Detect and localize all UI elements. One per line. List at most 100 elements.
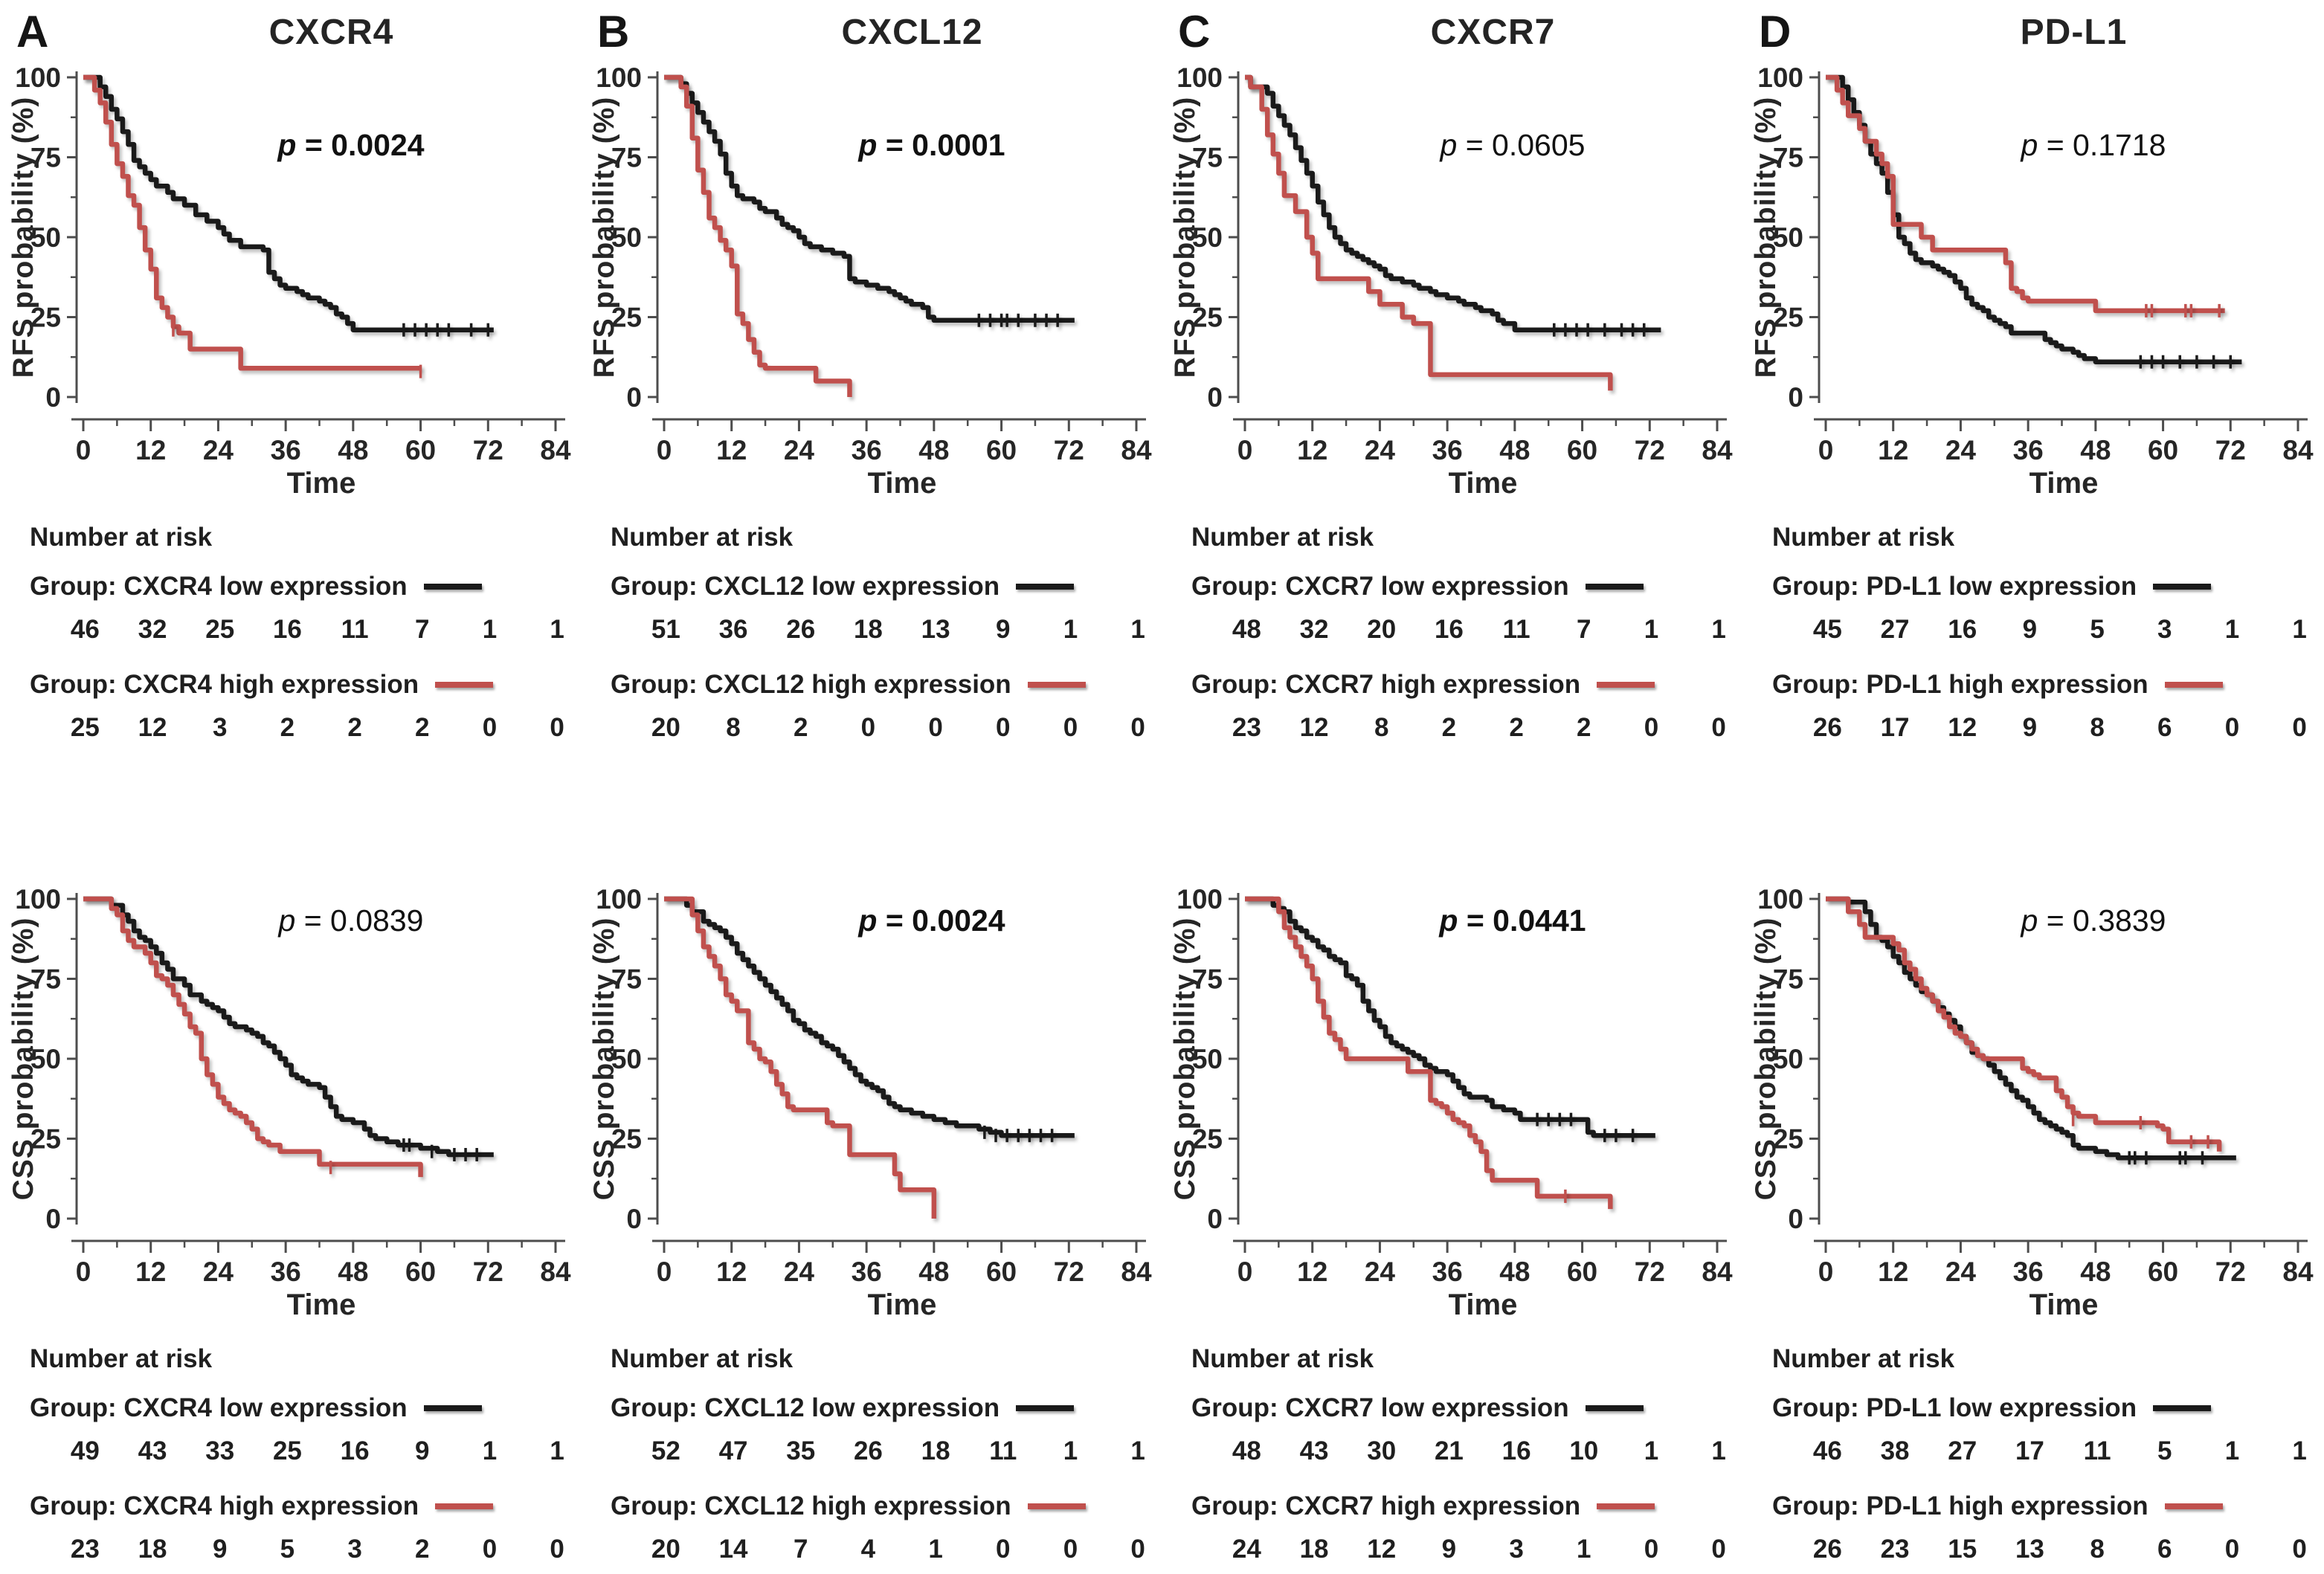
p-value-text: = 0.0024 [296,128,425,162]
svg-text:RFS probability (%): RFS probability (%) [9,97,39,378]
p-symbol: p [2021,128,2038,162]
risk-count: 1 [2224,615,2240,644]
risk-group-low: Group: CXCR7 low expression 48 43 30 21 … [1162,1386,1742,1472]
risk-count: 1 [550,1436,564,1465]
km-panel: B CXCL12 0 25 50 75 100 0 12 24 36 48 60 72 84 RFS pr… [581,0,1162,799]
risk-count: 7 [415,615,430,644]
risk-count: 25 [205,615,235,644]
risk-counts-row: 26 23 15 13 8 6 0 0 [1794,1529,2323,1570]
risk-count: 1 [1711,615,1726,644]
risk-count: 0 [550,713,564,742]
risk-count: 12 [1367,1535,1397,1564]
risk-count: 8 [2090,1535,2105,1564]
number-at-risk-heading: Number at risk [1772,1344,1955,1373]
risk-count: 12 [138,713,167,742]
risk-count: 18 [921,1436,950,1465]
p-symbol: p [1440,128,1458,162]
svg-text:100: 100 [1177,64,1223,93]
svg-text:75: 75 [1773,143,1803,173]
risk-count: 0 [2224,713,2240,742]
panel-letter: A [16,7,49,57]
svg-text:25: 25 [30,303,61,333]
svg-text:50: 50 [1773,1044,1803,1074]
risk-group-label: Group: PD-L1 low expression [1772,564,2323,609]
svg-text:60: 60 [2148,1257,2178,1287]
risk-count: 2 [415,713,430,742]
risk-count: 23 [1232,713,1261,742]
risk-count: 2 [1577,713,1591,742]
svg-text:24: 24 [1365,435,1396,465]
km-panel: C CXCR7 0 25 50 75 100 0 12 24 36 48 60 72 84 RFS pro… [1162,0,1742,799]
risk-count: 1 [550,615,564,644]
x-axis-label: Time [867,1288,937,1321]
high-expression-line-swatch [435,682,494,688]
risk-count: 18 [1299,1535,1329,1564]
risk-count: 6 [2157,1535,2172,1564]
risk-count: 8 [726,713,741,742]
risk-count: 2 [793,713,808,742]
risk-group-low: Group: CXCR4 low expression 46 32 25 16 … [0,564,581,651]
svg-text:0: 0 [1237,1257,1253,1287]
risk-count: 47 [718,1436,748,1465]
svg-text:24: 24 [784,1257,815,1287]
risk-count: 7 [1577,615,1591,644]
svg-text:25: 25 [30,1124,61,1155]
svg-text:25: 25 [1192,303,1223,333]
risk-group-low: Group: CXCL12 low expression 51 36 26 18… [581,564,1162,651]
risk-count: 21 [1434,1436,1464,1465]
risk-count: 35 [786,1436,816,1465]
km-panel: A CXCR4 0 25 50 75 100 0 12 24 36 48 60 72 84 RFS pro… [0,0,581,799]
number-at-risk-table: Number at risk Group: CXCR7 low expressi… [1162,1344,1742,1570]
risk-group-high: Group: PD-L1 high expression 26 17 12 9 … [1742,662,2323,749]
risk-count: 32 [138,615,167,644]
svg-text:72: 72 [1054,435,1084,465]
risk-count: 0 [2292,713,2307,742]
svg-text:36: 36 [2013,1257,2044,1287]
panel-letter: D [1759,7,1792,57]
svg-text:12: 12 [716,435,747,465]
svg-text:0: 0 [1207,382,1223,413]
risk-counts-row: 23 12 8 2 2 2 0 0 [1213,707,1742,749]
panel-header [581,822,1162,886]
risk-count: 43 [1299,1436,1329,1465]
risk-group-label-text: Group: CXCR4 high expression [30,670,419,699]
svg-text:24: 24 [784,435,815,465]
svg-text:84: 84 [2282,435,2314,465]
risk-counts-row: 51 36 26 18 13 9 1 1 [632,609,1162,651]
km-panel: 0 25 50 75 100 0 12 24 36 48 60 72 84 CSS probability… [0,799,581,1574]
svg-text:0: 0 [1818,435,1834,465]
svg-text:72: 72 [1635,1257,1665,1287]
risk-count: 16 [1501,1436,1531,1465]
x-axis-label: Time [2029,1288,2099,1321]
risk-group-high: Group: CXCR4 high expression 23 18 9 5 3… [0,1484,581,1570]
svg-text:50: 50 [611,1044,642,1074]
risk-count: 46 [70,615,100,644]
risk-group-label: Group: PD-L1 high expression [1772,1484,2323,1529]
risk-count: 46 [1812,1436,1842,1465]
svg-text:75: 75 [1192,964,1223,995]
svg-text:60: 60 [1567,435,1597,465]
p-symbol: p [278,903,296,938]
risk-counts-row: 46 38 27 17 11 5 1 1 [1794,1431,2323,1472]
risk-group-low: Group: PD-L1 low expression 46 38 27 17 … [1742,1386,2323,1472]
p-value-label: p = 0.0839 [187,903,515,938]
svg-text:36: 36 [852,435,882,465]
risk-group-label: Group: CXCL12 high expression [611,1484,1162,1529]
risk-count: 9 [212,1535,228,1564]
panel-letter: B [597,7,630,57]
svg-text:0: 0 [1237,435,1253,465]
p-symbol: p [277,128,297,162]
risk-counts-row: 48 32 20 16 11 7 1 1 [1213,609,1742,651]
risk-count: 20 [651,1535,680,1564]
risk-group-low: Group: PD-L1 low expression 45 27 16 9 5… [1742,564,2323,651]
svg-text:72: 72 [1635,435,1665,465]
number-at-risk-heading: Number at risk [1191,1344,1374,1373]
risk-count: 25 [272,1436,302,1465]
p-symbol: p [858,128,878,162]
svg-text:84: 84 [540,1257,571,1287]
risk-counts-row: 23 18 9 5 3 2 0 0 [51,1529,581,1570]
risk-group-label-text: Group: PD-L1 low expression [1772,572,2137,601]
km-plot: 0 25 50 75 100 0 12 24 36 48 60 72 84 CSS probability… [1171,886,1733,1287]
p-value-label: p = 0.3839 [1930,903,2257,938]
risk-count: 1 [1711,1436,1726,1465]
